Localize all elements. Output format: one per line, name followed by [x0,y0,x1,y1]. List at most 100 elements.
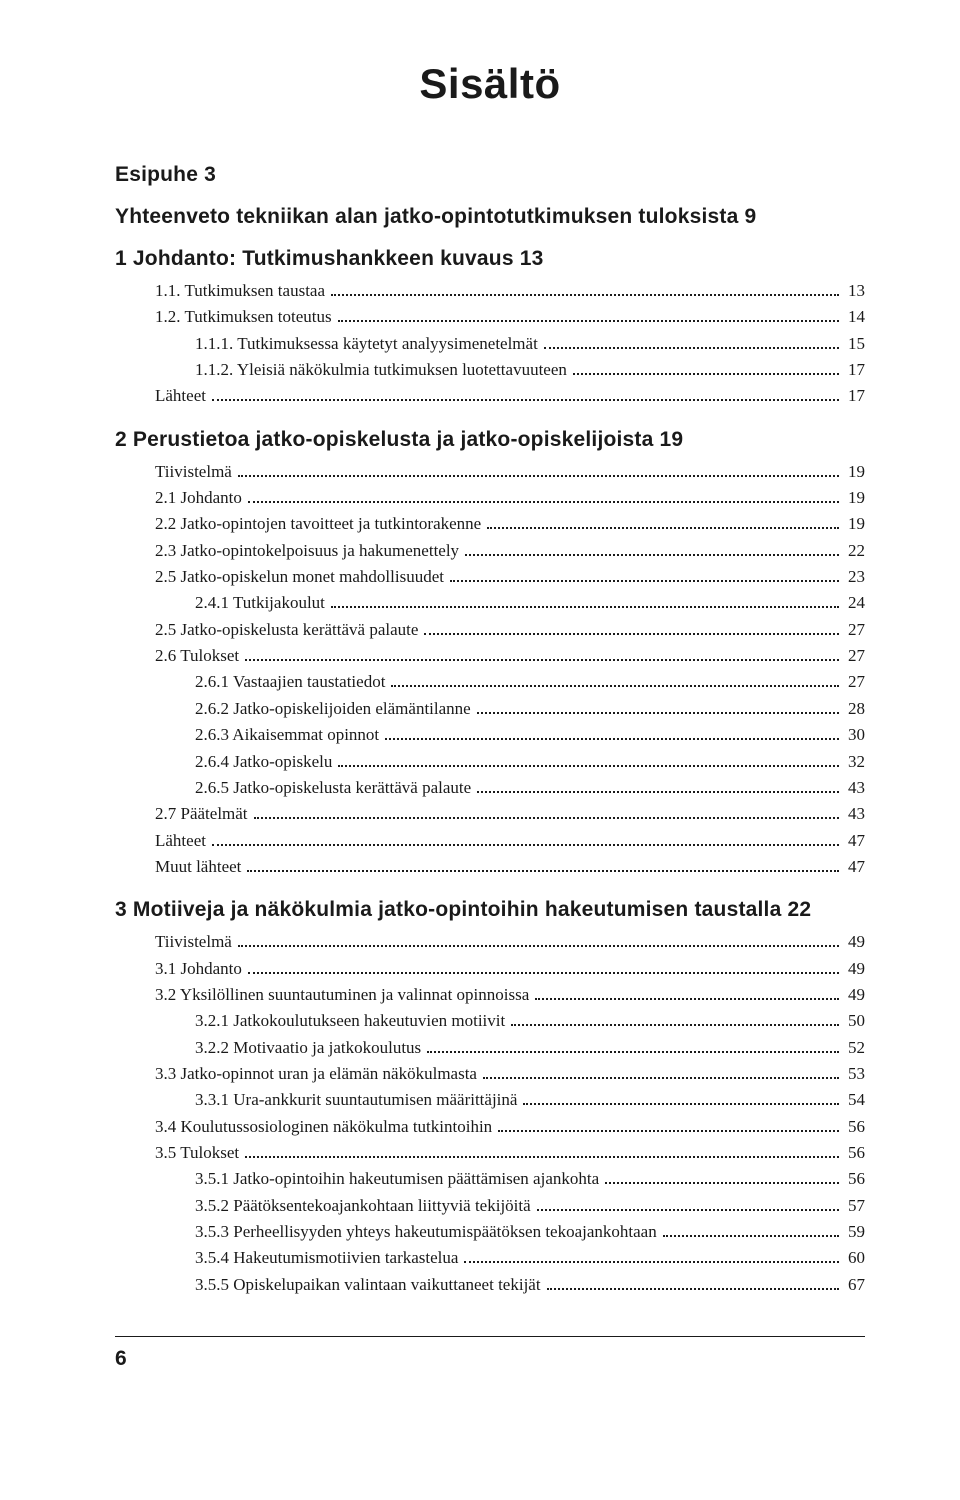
toc-entry-label: 2.7 Päätelmät [155,801,252,827]
toc-entry-label: 3.5 Tulokset [155,1140,243,1166]
toc-entry: 1.2. Tutkimuksen toteutus14 [115,304,865,330]
toc-entry-label: 1.1.1. Tutkimuksessa käytetyt analyysime… [195,331,542,357]
toc-entry: 2.3 Jatko-opintokelpoisuus ja hakumenett… [115,538,865,564]
toc-entry: 3.5 Tulokset 56 [115,1140,865,1166]
toc-leader-dots [248,972,839,974]
toc-entry: Muut lähteet47 [115,854,865,880]
toc-entry-page: 60 [844,1245,865,1271]
toc-entry-page: 47 [844,854,865,880]
toc-leader-dots [238,475,839,477]
toc-leader-dots [338,320,839,322]
toc-entry-page: 27 [844,643,865,669]
page-title: Sisältö [115,60,865,108]
toc-entry-page: 15 [844,331,865,357]
toc-leader-dots [511,1024,839,1026]
toc-leader-dots [465,554,839,556]
toc-entry-label: 3.5.4 Hakeutumismotiivien tarkastelua [195,1245,462,1271]
toc-entry-page: 56 [844,1166,865,1192]
toc-entry-label: 3.3 Jatko-opinnot uran ja elämän näkökul… [155,1061,481,1087]
toc-leader-dots [487,527,839,529]
toc-leader-dots [424,633,839,635]
toc-leader-dots [331,294,839,296]
section-heading: Esipuhe 3 [115,163,865,187]
toc-leader-dots [391,685,839,687]
toc-entry: 3.3.1 Ura-ankkurit suuntautumisen määrit… [115,1087,865,1113]
toc-entry-label: 2.6.3 Aikaisemmat opinnot [195,722,383,748]
toc-entry-label: 2.6 Tulokset [155,643,243,669]
toc-page: Sisältö Esipuhe 3 Yhteenveto tekniikan al… [0,0,960,1411]
toc-entry-label: 1.1. Tutkimuksen taustaa [155,278,329,304]
toc-entry: 2.6.3 Aikaisemmat opinnot30 [115,722,865,748]
toc-entry: 3.5.3 Perheellisyyden yhteys hakeutumisp… [115,1219,865,1245]
toc-entry-page: 59 [844,1219,865,1245]
toc-entry-label: 3.4 Koulutussosiologinen näkökulma tutki… [155,1114,496,1140]
toc-entry-page: 19 [844,459,865,485]
toc-entry: 2.6 Tulokset 27 [115,643,865,669]
toc-entry-page: 56 [844,1114,865,1140]
toc-entry-label: 3.2 Yksilöllinen suuntautuminen ja valin… [155,982,533,1008]
toc-entry-page: 14 [844,304,865,330]
toc-entry-page: 22 [844,538,865,564]
toc-entry-page: 52 [844,1035,865,1061]
toc-entry-page: 54 [844,1087,865,1113]
toc-entry: 2.4.1 Tutkijakoulut 24 [115,590,865,616]
toc-entry-page: 32 [844,749,865,775]
toc-leader-dots [245,659,839,661]
toc-entry-page: 57 [844,1193,865,1219]
toc-body: Esipuhe 3 Yhteenveto tekniikan alan jatko… [115,163,865,1298]
toc-leader-dots [331,606,839,608]
toc-leader-dots [245,1156,839,1158]
section-heading: 3 Motiiveja ja näkökulmia jatko-opintoih… [115,898,865,922]
toc-entry: 1.1. Tutkimuksen taustaa13 [115,278,865,304]
toc-entry: Lähteet47 [115,828,865,854]
toc-entry-page: 19 [844,485,865,511]
toc-entry-label: Tiivistelmä [155,929,236,955]
toc-entry-label: 2.5 Jatko-opiskelusta kerättävä palaute [155,617,422,643]
toc-leader-dots [254,817,839,819]
toc-entry-page: 53 [844,1061,865,1087]
toc-entry: Lähteet17 [115,383,865,409]
toc-entry: 3.5.4 Hakeutumismotiivien tarkastelua 60 [115,1245,865,1271]
toc-leader-dots [248,501,839,503]
toc-entry-page: 28 [844,696,865,722]
toc-entry: 2.6.1 Vastaajien taustatiedot27 [115,669,865,695]
toc-entry-label: Tiivistelmä [155,459,236,485]
toc-entry-label: 2.5 Jatko-opiskelun monet mahdollisuudet [155,564,448,590]
toc-entry-page: 49 [844,956,865,982]
toc-entry: 2.6.4 Jatko-opiskelu32 [115,749,865,775]
toc-entry-page: 47 [844,828,865,854]
toc-leader-dots [385,738,839,740]
section-heading: 1 Johdanto: Tutkimushankkeen kuvaus 13 [115,247,865,271]
toc-entry: Tiivistelmä 19 [115,459,865,485]
toc-entry-label: 2.6.2 Jatko-opiskelijoiden elämäntilanne [195,696,475,722]
toc-entry-label: 2.6.1 Vastaajien taustatiedot [195,669,389,695]
toc-leader-dots [498,1130,839,1132]
toc-entry: Tiivistelmä49 [115,929,865,955]
toc-entry: 2.6.2 Jatko-opiskelijoiden elämäntilanne… [115,696,865,722]
toc-entry-page: 24 [844,590,865,616]
toc-leader-dots [544,347,839,349]
toc-leader-dots [427,1051,839,1053]
toc-entry-page: 50 [844,1008,865,1034]
section-heading: Yhteenveto tekniikan alan jatko-opintotu… [115,205,865,229]
toc-entry-label: 3.2.2 Motivaatio ja jatkokoulutus [195,1035,425,1061]
toc-leader-dots [477,791,839,793]
toc-entry: 3.5.2 Päätöksentekoajankohtaan liittyviä… [115,1193,865,1219]
toc-entry: 3.2 Yksilöllinen suuntautuminen ja valin… [115,982,865,1008]
toc-entry-label: 2.4.1 Tutkijakoulut [195,590,329,616]
toc-entry: 2.7 Päätelmät43 [115,801,865,827]
toc-leader-dots [483,1077,839,1079]
toc-entry-page: 23 [844,564,865,590]
toc-leader-dots [547,1288,839,1290]
toc-leader-dots [247,870,839,872]
page-number: 6 [115,1347,127,1370]
section-heading: 2 Perustietoa jatko-opiskelusta ja jatko… [115,428,865,452]
toc-entry-page: 67 [844,1272,865,1298]
toc-entry: 1.1.1. Tutkimuksessa käytetyt analyysime… [115,331,865,357]
toc-entry-label: 3.1 Johdanto [155,956,246,982]
toc-entry-page: 56 [844,1140,865,1166]
toc-entry-label: 2.3 Jatko-opintokelpoisuus ja hakumenett… [155,538,463,564]
toc-leader-dots [450,580,839,582]
toc-entry-label: 2.1 Johdanto [155,485,246,511]
toc-entry-page: 49 [844,982,865,1008]
